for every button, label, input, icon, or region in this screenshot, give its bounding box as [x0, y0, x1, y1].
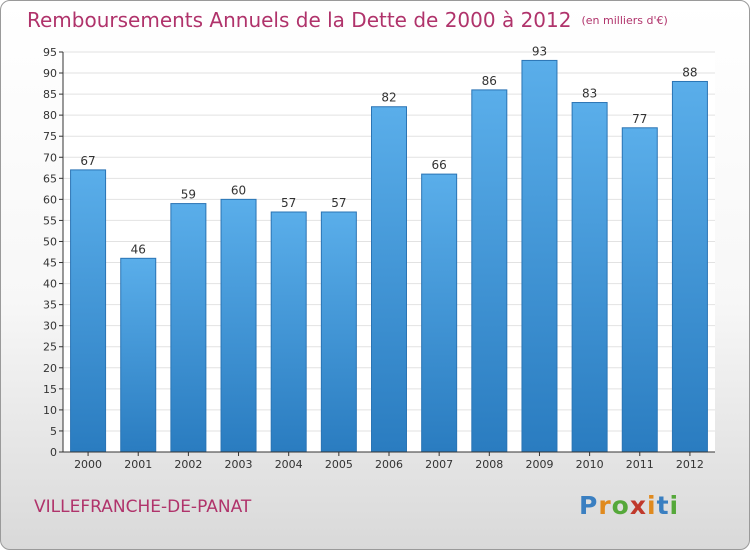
bar-value-label: 57 — [281, 196, 296, 210]
x-tick-label: 2006 — [375, 458, 403, 471]
y-tick-label: 5 — [50, 425, 57, 438]
x-tick-label: 2003 — [225, 458, 253, 471]
y-tick-label: 0 — [50, 446, 57, 459]
logo-letter: o — [611, 491, 630, 520]
logo-letter: i — [647, 491, 657, 520]
y-tick-label: 65 — [43, 172, 57, 185]
y-tick-label: 50 — [43, 235, 57, 248]
bar — [671, 80, 708, 453]
x-tick-label: 2011 — [626, 458, 654, 471]
commune-name: VILLEFRANCHE-DE-PANAT — [34, 497, 252, 517]
proxiti-logo: Proxiti — [579, 491, 679, 520]
bar-value-label: 66 — [432, 158, 447, 172]
bar-value-label: 59 — [181, 188, 196, 202]
x-tick-label: 2004 — [275, 458, 303, 471]
logo-letter: t — [656, 491, 670, 520]
y-tick-label: 80 — [43, 109, 57, 122]
bar-value-label: 57 — [331, 196, 346, 210]
y-tick-label: 70 — [43, 151, 57, 164]
bar — [571, 102, 608, 453]
chart-unit-label: (en milliers d'€) — [581, 14, 668, 27]
bar — [471, 89, 508, 453]
bar-value-label: 77 — [632, 112, 647, 126]
bar — [521, 59, 558, 453]
x-tick-label: 2008 — [475, 458, 503, 471]
bar-value-label: 86 — [482, 74, 497, 88]
logo-letter: i — [669, 491, 680, 520]
bar-value-label: 83 — [582, 87, 597, 101]
y-tick-label: 90 — [43, 67, 57, 80]
bar-value-label: 67 — [80, 154, 95, 168]
bar-value-label: 82 — [381, 91, 396, 105]
bar — [421, 173, 458, 453]
y-tick-label: 30 — [43, 320, 57, 333]
x-tick-label: 2002 — [174, 458, 202, 471]
bar-value-label: 60 — [231, 183, 246, 197]
y-tick-label: 25 — [43, 341, 57, 354]
chart-title: Remboursements Annuels de la Dette de 20… — [27, 8, 668, 32]
bar — [70, 169, 107, 453]
x-tick-label: 2000 — [74, 458, 102, 471]
y-tick-label: 20 — [43, 362, 57, 375]
bar — [270, 211, 307, 453]
y-tick-label: 95 — [43, 46, 57, 59]
x-tick-label: 2010 — [576, 458, 604, 471]
chart-title-text: Remboursements Annuels de la Dette de 20… — [27, 8, 572, 32]
y-tick-label: 55 — [43, 214, 57, 227]
y-tick-label: 10 — [43, 404, 57, 417]
y-tick-label: 85 — [43, 88, 57, 101]
bar — [220, 198, 257, 453]
y-tick-label: 40 — [43, 278, 57, 291]
logo-letter: r — [598, 491, 612, 520]
bar-value-label: 93 — [532, 44, 547, 58]
bar — [170, 203, 207, 453]
logo-letter: P — [579, 491, 599, 520]
bar — [320, 211, 357, 453]
y-tick-label: 60 — [43, 193, 57, 206]
x-tick-label: 2009 — [525, 458, 553, 471]
y-tick-label: 45 — [43, 257, 57, 270]
x-tick-label: 2005 — [325, 458, 353, 471]
logo-letter: x — [629, 491, 647, 520]
x-tick-label: 2001 — [124, 458, 152, 471]
x-tick-label: 2012 — [676, 458, 704, 471]
x-tick-label: 2007 — [425, 458, 453, 471]
y-tick-label: 15 — [43, 383, 57, 396]
bar — [120, 257, 157, 453]
bar-value-label: 46 — [131, 242, 146, 256]
y-tick-label: 35 — [43, 299, 57, 312]
bar-value-label: 88 — [682, 65, 697, 79]
bar — [621, 127, 658, 453]
bar — [371, 106, 407, 453]
y-tick-label: 75 — [43, 130, 57, 143]
